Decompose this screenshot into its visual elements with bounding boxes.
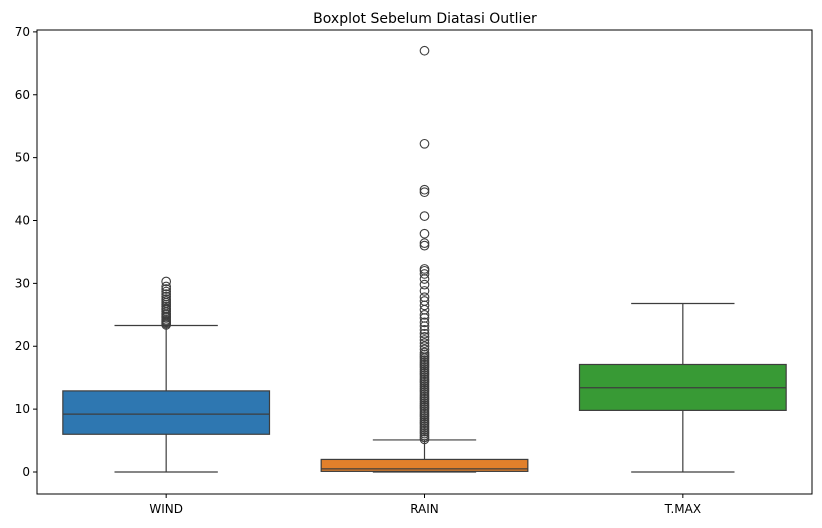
x-tick-label-wind: WIND: [149, 502, 183, 516]
rain-outlier: [419, 279, 430, 290]
rain-box: [320, 458, 529, 472]
y-tick-label: 70: [15, 25, 30, 39]
plot-frame: [36, 29, 813, 495]
x-tick-label-t-max: T.MAX: [664, 502, 702, 516]
rain-outlier: [419, 269, 430, 279]
y-tick-label: 0: [22, 465, 30, 479]
rain-outlier: [419, 344, 430, 355]
rain-outlier: [419, 286, 430, 296]
rain-outlier: [419, 228, 430, 239]
wind-outlier: [161, 291, 172, 302]
rain-outlier: [419, 240, 430, 251]
rain-outlier: [419, 338, 430, 348]
rain-outlier: [419, 296, 430, 306]
x-tick-label-rain: RAIN: [410, 502, 439, 516]
rain-outlier: [419, 138, 430, 149]
y-tick-label: 60: [15, 88, 30, 102]
y-tick-label: 40: [15, 214, 30, 228]
wind-box: [62, 390, 271, 435]
wind-outlier: [161, 286, 172, 297]
rain-outlier: [419, 317, 430, 328]
rain-outlier: [419, 335, 430, 345]
wind-outlier: [161, 294, 172, 304]
wind-outlier: [161, 276, 172, 287]
wind-outlier: [161, 289, 172, 299]
rain-outlier: [419, 331, 430, 342]
rain-outlier: [419, 184, 430, 195]
rain-outlier: [419, 341, 430, 352]
y-tick-label: 10: [15, 402, 30, 416]
y-tick-label: 30: [15, 276, 30, 290]
y-tick-label: 50: [15, 151, 30, 165]
rain-outlier: [419, 309, 430, 320]
wind-outlier: [161, 281, 172, 292]
rain-outlier: [419, 187, 430, 198]
rain-outlier: [419, 347, 430, 358]
wind-outlier: [161, 284, 172, 294]
rain-outlier: [419, 238, 430, 248]
rain-outlier: [419, 325, 430, 335]
rain-outlier: [419, 264, 430, 274]
rain-outlier: [419, 292, 430, 303]
chart-title: Boxplot Sebelum Diatasi Outlier: [313, 11, 537, 27]
rain-outlier: [419, 274, 430, 284]
rain-outlier: [419, 211, 430, 221]
y-tick-label: 20: [15, 339, 30, 353]
rain-outlier: [419, 328, 430, 339]
plot-area: 0 10 20 30 40 50 60 70 WIND RAIN T.MAX: [15, 25, 787, 516]
rain-outlier: [419, 45, 430, 56]
